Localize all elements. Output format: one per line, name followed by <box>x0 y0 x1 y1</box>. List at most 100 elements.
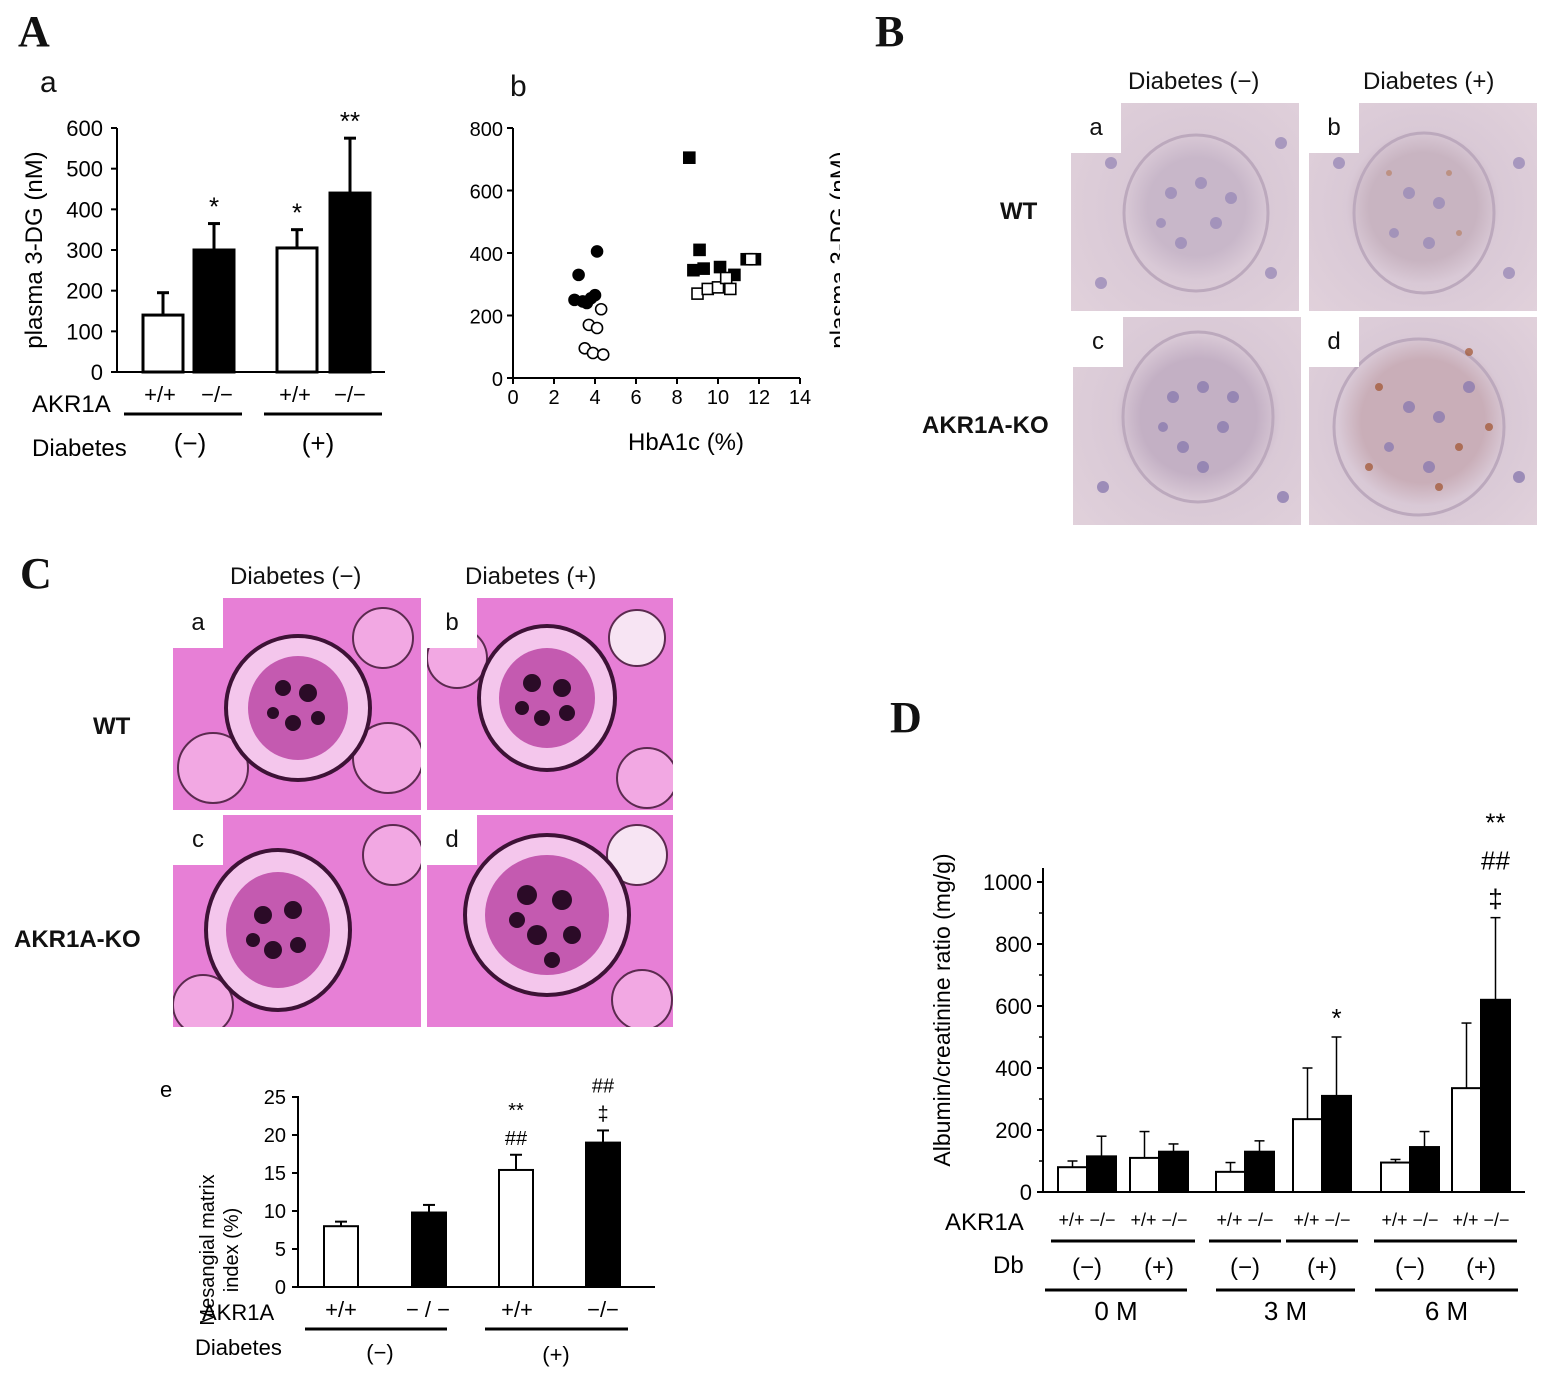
akr-label: +/+ <box>144 382 176 407</box>
bar <box>1380 1161 1411 1193</box>
x-tick-label: 4 <box>589 387 600 409</box>
significance-label: * <box>1331 1003 1341 1033</box>
col-label-c2: Diabetes (+) <box>465 563 597 590</box>
ylabel-aa: plasma 3-DG (nM) <box>21 151 48 348</box>
akr-label: −/− <box>587 1297 619 1322</box>
chart-a-b: plasma 3-DG (nM) 0 2 4 6 8 10 12 14 0 200 400 600 80… <box>470 119 840 456</box>
image-tag: d <box>427 815 477 865</box>
bar <box>1321 1094 1352 1193</box>
row-akr-ce: AKR1A <box>202 1300 274 1325</box>
bar <box>1215 1170 1246 1194</box>
akr-label: +/+ <box>325 1297 357 1322</box>
y-tick-label: 100 <box>66 319 103 344</box>
bar <box>1086 1155 1117 1194</box>
panel-letter-c: C <box>20 549 52 598</box>
data-point <box>594 302 608 316</box>
bar <box>323 1225 359 1288</box>
akr-label: −/− <box>201 382 233 407</box>
y-tick-label: 1000 <box>983 870 1032 895</box>
col-label-b1: Diabetes (−) <box>1128 68 1260 95</box>
ihc-image-ko-diab: d <box>1309 317 1537 525</box>
data-point <box>588 288 602 302</box>
bar <box>1057 1166 1088 1194</box>
y-tick-label: 15 <box>264 1163 286 1185</box>
pas-image-wt-nodiab: a <box>173 598 421 810</box>
bar <box>1292 1118 1323 1193</box>
data-point <box>691 287 704 300</box>
akr-label: +/+ −/− <box>1058 1210 1115 1230</box>
subpanel-label-ab: b <box>510 70 527 103</box>
bar <box>1409 1146 1440 1193</box>
significance-label: ‡ <box>597 1103 608 1125</box>
data-point <box>572 268 585 282</box>
x-tick-label: 14 <box>789 387 811 409</box>
pas-image-ko-diab: d <box>427 815 673 1027</box>
image-tag: a <box>173 598 223 648</box>
bar <box>1129 1156 1160 1193</box>
db-label: (+) <box>1307 1254 1337 1281</box>
significance-label: ## <box>505 1128 528 1150</box>
x-tick-label: 2 <box>548 387 559 409</box>
bar <box>1158 1150 1189 1194</box>
y-tick-label: 300 <box>66 238 103 263</box>
y-tick-label: 400 <box>66 197 103 222</box>
diab-label: (+) <box>542 1342 570 1367</box>
time-label: 0 M <box>1094 1296 1137 1326</box>
panel-letter-b: B <box>875 7 905 56</box>
row-label-c-wt: WT <box>93 713 131 740</box>
y-tick-label: 0 <box>91 360 103 385</box>
image-tag: a <box>1071 103 1121 153</box>
akr-label: +/+ −/− <box>1452 1210 1509 1230</box>
data-point <box>590 321 604 335</box>
subpanel-label-aa: a <box>40 66 57 99</box>
panel-letter-d: D <box>890 693 922 742</box>
y-tick-label: 5 <box>275 1239 286 1261</box>
db-label: (+) <box>1144 1254 1174 1281</box>
y-tick-label: 0 <box>1020 1180 1032 1205</box>
y-tick-label: 25 <box>264 1087 286 1109</box>
y-tick-label: 500 <box>66 157 103 182</box>
y-tick-label: 800 <box>995 932 1032 957</box>
ylabel-ce-1: Mesangial matrix <box>197 1174 219 1325</box>
x-tick-label: 8 <box>671 387 682 409</box>
ylabel-ce-2: index (%) <box>221 1208 243 1292</box>
bar <box>275 246 319 374</box>
db-label: (−) <box>1230 1254 1260 1281</box>
image-tag: d <box>1309 317 1359 367</box>
ihc-image-wt-nodiab: a <box>1071 103 1299 311</box>
y-tick-label: 0 <box>275 1277 286 1299</box>
db-label: (+) <box>1466 1254 1496 1281</box>
bar <box>585 1141 621 1288</box>
diab-label: (−) <box>174 428 207 458</box>
bar <box>1480 998 1511 1193</box>
data-point <box>590 245 604 258</box>
bar <box>328 191 372 374</box>
akr-label: − / − <box>406 1297 450 1322</box>
bar <box>1244 1150 1275 1194</box>
y-tick-label: 200 <box>66 279 103 304</box>
diab-label: (−) <box>366 1340 394 1365</box>
y-tick-label: 0 <box>492 369 503 391</box>
akr-label: +/+ −/− <box>1216 1210 1273 1230</box>
data-point <box>744 252 758 266</box>
panel-letter-a: A <box>18 7 50 56</box>
x-tick-label: 0 <box>507 387 518 409</box>
bar <box>192 248 236 374</box>
y-tick-label: 600 <box>995 994 1032 1019</box>
ylabel-d: Albumin/creatinine ratio (mg/g) <box>929 853 955 1166</box>
akr-label: −/− <box>334 382 366 407</box>
y-tick-label: 600 <box>470 182 503 204</box>
time-label: 3 M <box>1264 1296 1307 1326</box>
col-label-b2: Diabetes (+) <box>1363 68 1495 95</box>
row-diab-ce: Diabetes <box>195 1335 282 1360</box>
chart-c-e: e Mesangial matrix index (%) 0510152025 … <box>160 1075 655 1367</box>
x-tick-label: 10 <box>707 387 729 409</box>
significance-label: ** <box>508 1100 524 1122</box>
data-point <box>719 271 733 285</box>
image-tag: c <box>1073 317 1123 367</box>
y-tick-label: 600 <box>66 116 103 141</box>
db-label: (−) <box>1072 1254 1102 1281</box>
akr-label: +/+ −/− <box>1381 1210 1438 1230</box>
row-label-b-wt: WT <box>1000 198 1038 225</box>
